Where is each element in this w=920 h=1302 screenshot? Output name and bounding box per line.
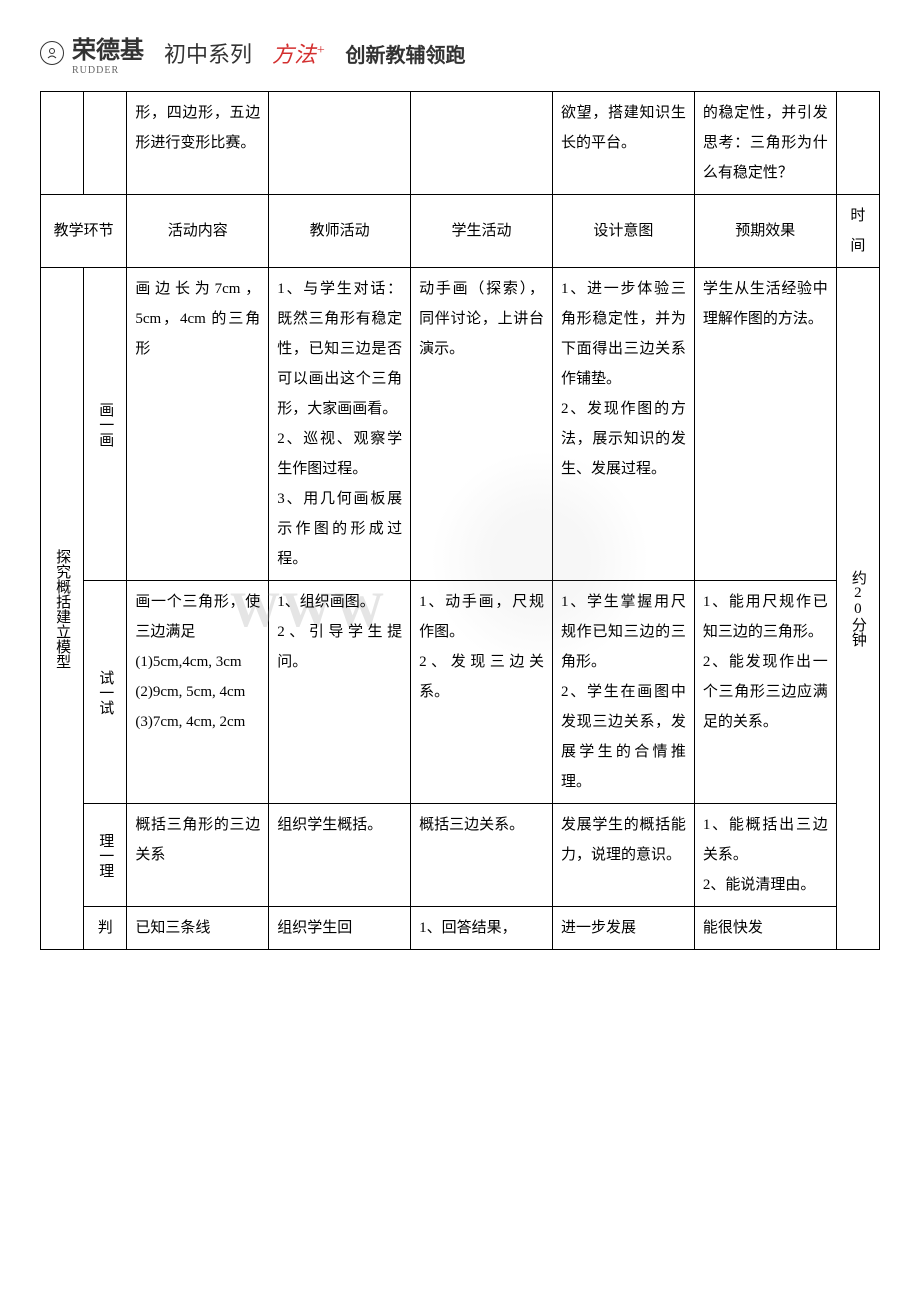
lesson-plan-table: 形，四边形，五边形进行变形比赛。 欲望，搭建知识生长的平台。 的稳定性，并引发思… <box>0 91 920 990</box>
logo-icon <box>40 41 64 65</box>
sub-label: 画一画 <box>84 268 127 581</box>
cell-intent: 进一步发展 <box>552 907 694 950</box>
table-header-row: 教学环节 活动内容 教师活动 学生活动 设计意图 预期效果 时间 <box>41 195 880 268</box>
brand-sub: RUDDER <box>72 65 144 76</box>
cell-intent: 1、学生掌握用尺规作已知三边的三角形。 2、学生在画图中发现三边关系，发展学生的… <box>552 581 694 804</box>
cell-effect: 1、能概括出三边关系。 2、能说清理由。 <box>694 804 836 907</box>
cell-teacher: 组织学生回 <box>269 907 411 950</box>
cell-student: 概括三边关系。 <box>411 804 553 907</box>
header-stage: 教学环节 <box>41 195 127 268</box>
table-row: 理一理 概括三角形的三边关系 组织学生概括。 概括三边关系。 发展学生的概括能力… <box>41 804 880 907</box>
cell-activity: 已知三条线 <box>127 907 269 950</box>
logo-section: 荣德基 RUDDER <box>40 30 144 76</box>
cell-student: 1、回答结果， <box>411 907 553 950</box>
cell-effect: 的稳定性，并引发思考：三角形为什么有稳定性？ <box>694 92 836 195</box>
cell-effect: 学生从生活经验中理解作图的方法。 <box>694 268 836 581</box>
sub-label: 理一理 <box>84 804 127 907</box>
method-text: 方法+ <box>272 37 325 69</box>
header-teacher: 教师活动 <box>269 195 411 268</box>
cell-activity: 画一个三角形，使三边满足 (1)5cm,4cm, 3cm (2)9cm, 5cm… <box>127 581 269 804</box>
cell-activity: 形，四边形，五边形进行变形比赛。 <box>127 92 269 195</box>
cell-student <box>411 92 553 195</box>
header-activity: 活动内容 <box>127 195 269 268</box>
table-row: 形，四边形，五边形进行变形比赛。 欲望，搭建知识生长的平台。 的稳定性，并引发思… <box>41 92 880 195</box>
cell-activity: 概括三角形的三边关系 <box>127 804 269 907</box>
page-header: 荣德基 RUDDER 初中系列 方法+ 创新教辅领跑 <box>0 0 920 91</box>
cell-intent: 发展学生的概括能力，说理的意识。 <box>552 804 694 907</box>
header-student: 学生活动 <box>411 195 553 268</box>
cell-teacher <box>269 92 411 195</box>
cell-effect: 1、能用尺规作已知三边的三角形。 2、能发现作出一个三角形三边应满足的关系。 <box>694 581 836 804</box>
cell-teacher: 1、组织画图。 2、引导学生提问。 <box>269 581 411 804</box>
stage-label: 探究概括建立模型 <box>41 268 84 950</box>
cell-effect: 能很快发 <box>694 907 836 950</box>
sub-label: 判 <box>84 907 127 950</box>
cell-activity: 画边长为7cm，5cm，4cm 的三角形 <box>127 268 269 581</box>
cell-intent: 1、进一步体验三角形稳定性，并为下面得出三边关系作铺垫。 2、发现作图的方法，展… <box>552 268 694 581</box>
cell-time <box>836 92 879 195</box>
cell-student: 动手画（探索），同伴讨论，上讲台演示。 <box>411 268 553 581</box>
series-text: 初中系列 <box>164 37 252 69</box>
tagline-text: 创新教辅领跑 <box>345 39 465 68</box>
header-effect: 预期效果 <box>694 195 836 268</box>
table-row: 判 已知三条线 组织学生回 1、回答结果， 进一步发展 能很快发 <box>41 907 880 950</box>
time-label: 约20分钟 <box>836 268 879 950</box>
cell-teacher: 组织学生概括。 <box>269 804 411 907</box>
cell-intent: 欲望，搭建知识生长的平台。 <box>552 92 694 195</box>
table-row: 试一试 画一个三角形，使三边满足 (1)5cm,4cm, 3cm (2)9cm,… <box>41 581 880 804</box>
header-intent: 设计意图 <box>552 195 694 268</box>
table-row: 探究概括建立模型 画一画 画边长为7cm，5cm，4cm 的三角形 1、与学生对… <box>41 268 880 581</box>
sub-label: 试一试 <box>84 581 127 804</box>
brand-name: 荣德基 <box>72 30 144 65</box>
cell-student: 1、动手画，尺规作图。 2、发现三边关系。 <box>411 581 553 804</box>
header-time: 时间 <box>836 195 879 268</box>
cell-teacher: 1、与学生对话：既然三角形有稳定性，已知三边是否可以画出这个三角形，大家画画看。… <box>269 268 411 581</box>
